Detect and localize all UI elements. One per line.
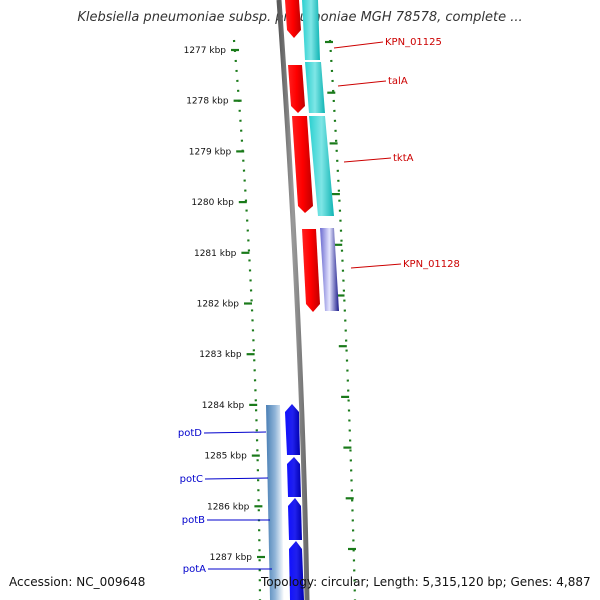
leader-line [337, 80, 387, 87]
accession-text: Accession: NC_009648 [9, 575, 146, 589]
gene-label-potd[interactable]: potD [178, 428, 202, 439]
forward-genes [285, 0, 339, 312]
gene-feature-tkta[interactable] [292, 116, 313, 213]
ruler-tick-label: 1277 kbp [184, 46, 227, 56]
cds-feature-kpn01128[interactable] [320, 228, 339, 311]
cds-feature-kpn01125[interactable] [302, 0, 320, 60]
gene-feature-potc[interactable] [287, 457, 301, 497]
ruler-ticks: 1277 kbp 1278 kbp 1279 kbp 1280 kbp 1281 kbp… [184, 40, 356, 563]
ruler-tick-label: 1287 kbp [210, 553, 253, 563]
gene-feature-kpn01128[interactable] [302, 229, 320, 312]
gene-label-tala[interactable]: talA [388, 76, 408, 87]
leader-line [350, 263, 402, 269]
genome-backbone [276, 0, 310, 600]
ruler-tick-label: 1281 kbp [194, 249, 237, 259]
ruler-tick-label: 1282 kbp [197, 300, 240, 310]
cds-feature-tkta[interactable] [309, 116, 334, 216]
gene-feature-kpn01125[interactable] [285, 0, 301, 38]
cds-feature-tala[interactable] [305, 62, 325, 113]
cds-feature-pot-operon[interactable] [266, 405, 284, 600]
leader-line [343, 157, 392, 163]
ruler-tick-label: 1284 kbp [202, 401, 245, 411]
ruler-tick-label: 1283 kbp [199, 350, 242, 360]
gene-feature-tala[interactable] [288, 65, 305, 113]
gene-feature-potb[interactable] [288, 498, 302, 540]
ruler-dots-right [328, 39, 357, 600]
leader-line [204, 477, 269, 480]
gene-label-potb[interactable]: potB [182, 515, 205, 526]
ruler-tick-label: 1280 kbp [191, 198, 234, 208]
gene-feature-pota[interactable] [289, 541, 304, 600]
gene-label-kpn01125[interactable]: KPN_01125 [385, 37, 442, 48]
gene-labels: KPN_01125 talA tktA KPN_01128 potD potC … [178, 37, 460, 575]
ruler-tick-label: 1285 kbp [204, 452, 247, 462]
genome-stats-text: Topology: circular; Length: 5,315,120 bp… [261, 575, 591, 589]
gene-label-tkta[interactable]: tktA [393, 153, 414, 164]
leader-line [203, 431, 267, 434]
ruler-tick-label: 1279 kbp [189, 147, 232, 157]
gene-feature-potd[interactable] [285, 404, 300, 455]
gene-label-kpn01128[interactable]: KPN_01128 [403, 259, 460, 270]
gene-label-potc[interactable]: potC [180, 474, 203, 485]
ruler-tick-label: 1278 kbp [186, 97, 229, 107]
ruler-dots-left [232, 39, 262, 600]
ruler-tick-label: 1286 kbp [207, 502, 250, 512]
gene-label-pota[interactable]: potA [183, 564, 206, 575]
leader-line [333, 41, 384, 49]
reverse-genes [266, 404, 304, 600]
